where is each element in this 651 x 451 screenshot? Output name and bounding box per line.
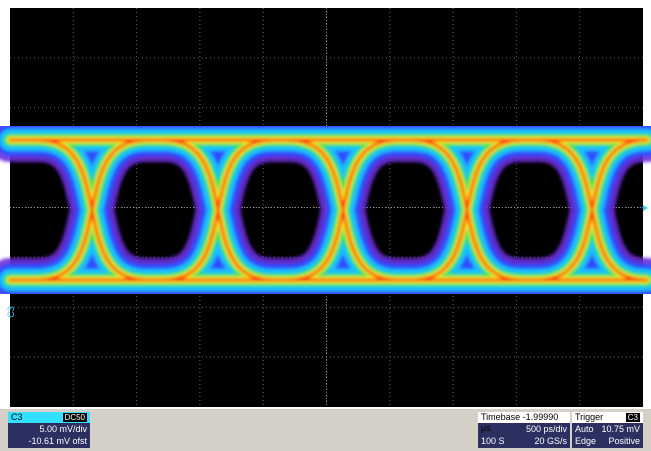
channel-label: C3 <box>11 412 23 422</box>
scope-screen: C3 <box>0 8 651 407</box>
timebase-title: Timebase -1.99990 µs <box>478 412 570 433</box>
vertical-scale: 5.00 mV/div <box>39 424 87 434</box>
status-bar: C3 DC50 5.00 mV/div -10.61 mV ofst Timeba… <box>0 409 651 451</box>
trigger-title: Trigger <box>575 412 604 422</box>
trigger-level: 10.75 mV <box>601 424 640 434</box>
samples: 100 S <box>481 436 505 446</box>
trigger-marker <box>643 205 648 211</box>
sample-rate: 20 GS/s <box>534 436 567 446</box>
eye-diagram <box>0 118 651 302</box>
coupling: DC50 <box>62 413 87 422</box>
channel-panel[interactable]: C3 DC50 5.00 mV/div -10.61 mV ofst <box>8 412 90 448</box>
trigger-type: Edge <box>575 436 597 446</box>
trigger-slope: Positive <box>608 436 640 446</box>
timebase-panel[interactable]: Timebase -1.99990 µs 500 ps/div 100 S 20 … <box>478 412 570 448</box>
offset: -10.61 mV ofst <box>28 436 87 446</box>
trace-marker: C3 <box>6 306 16 318</box>
trigger-source: C3 <box>625 413 640 422</box>
grid <box>10 8 643 407</box>
trigger-mode: Auto <box>575 424 594 434</box>
eye-layer <box>8 138 649 282</box>
time-scale: 500 ps/div <box>525 424 567 434</box>
trigger-panel[interactable]: Trigger C3 Auto 10.75 mV Edge Positive <box>572 412 643 448</box>
